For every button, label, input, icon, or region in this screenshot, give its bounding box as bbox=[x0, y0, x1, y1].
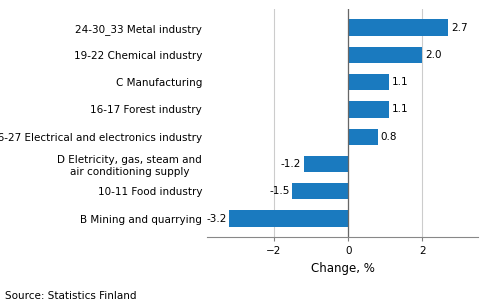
Bar bbox=[292, 183, 348, 199]
Bar bbox=[229, 210, 348, 227]
Text: 1.1: 1.1 bbox=[391, 105, 408, 115]
Bar bbox=[348, 19, 449, 36]
Bar bbox=[348, 101, 389, 118]
Bar bbox=[348, 74, 389, 90]
Bar bbox=[348, 129, 378, 145]
Bar bbox=[304, 156, 348, 172]
Text: 1.1: 1.1 bbox=[391, 77, 408, 87]
Text: -3.2: -3.2 bbox=[207, 214, 227, 223]
X-axis label: Change, %: Change, % bbox=[311, 262, 375, 275]
Text: Source: Statistics Finland: Source: Statistics Finland bbox=[5, 291, 137, 301]
Text: 2.0: 2.0 bbox=[425, 50, 442, 60]
Bar bbox=[348, 47, 423, 63]
Text: 2.7: 2.7 bbox=[451, 23, 468, 33]
Text: -1.2: -1.2 bbox=[281, 159, 301, 169]
Text: 0.8: 0.8 bbox=[381, 132, 397, 142]
Text: -1.5: -1.5 bbox=[270, 186, 290, 196]
